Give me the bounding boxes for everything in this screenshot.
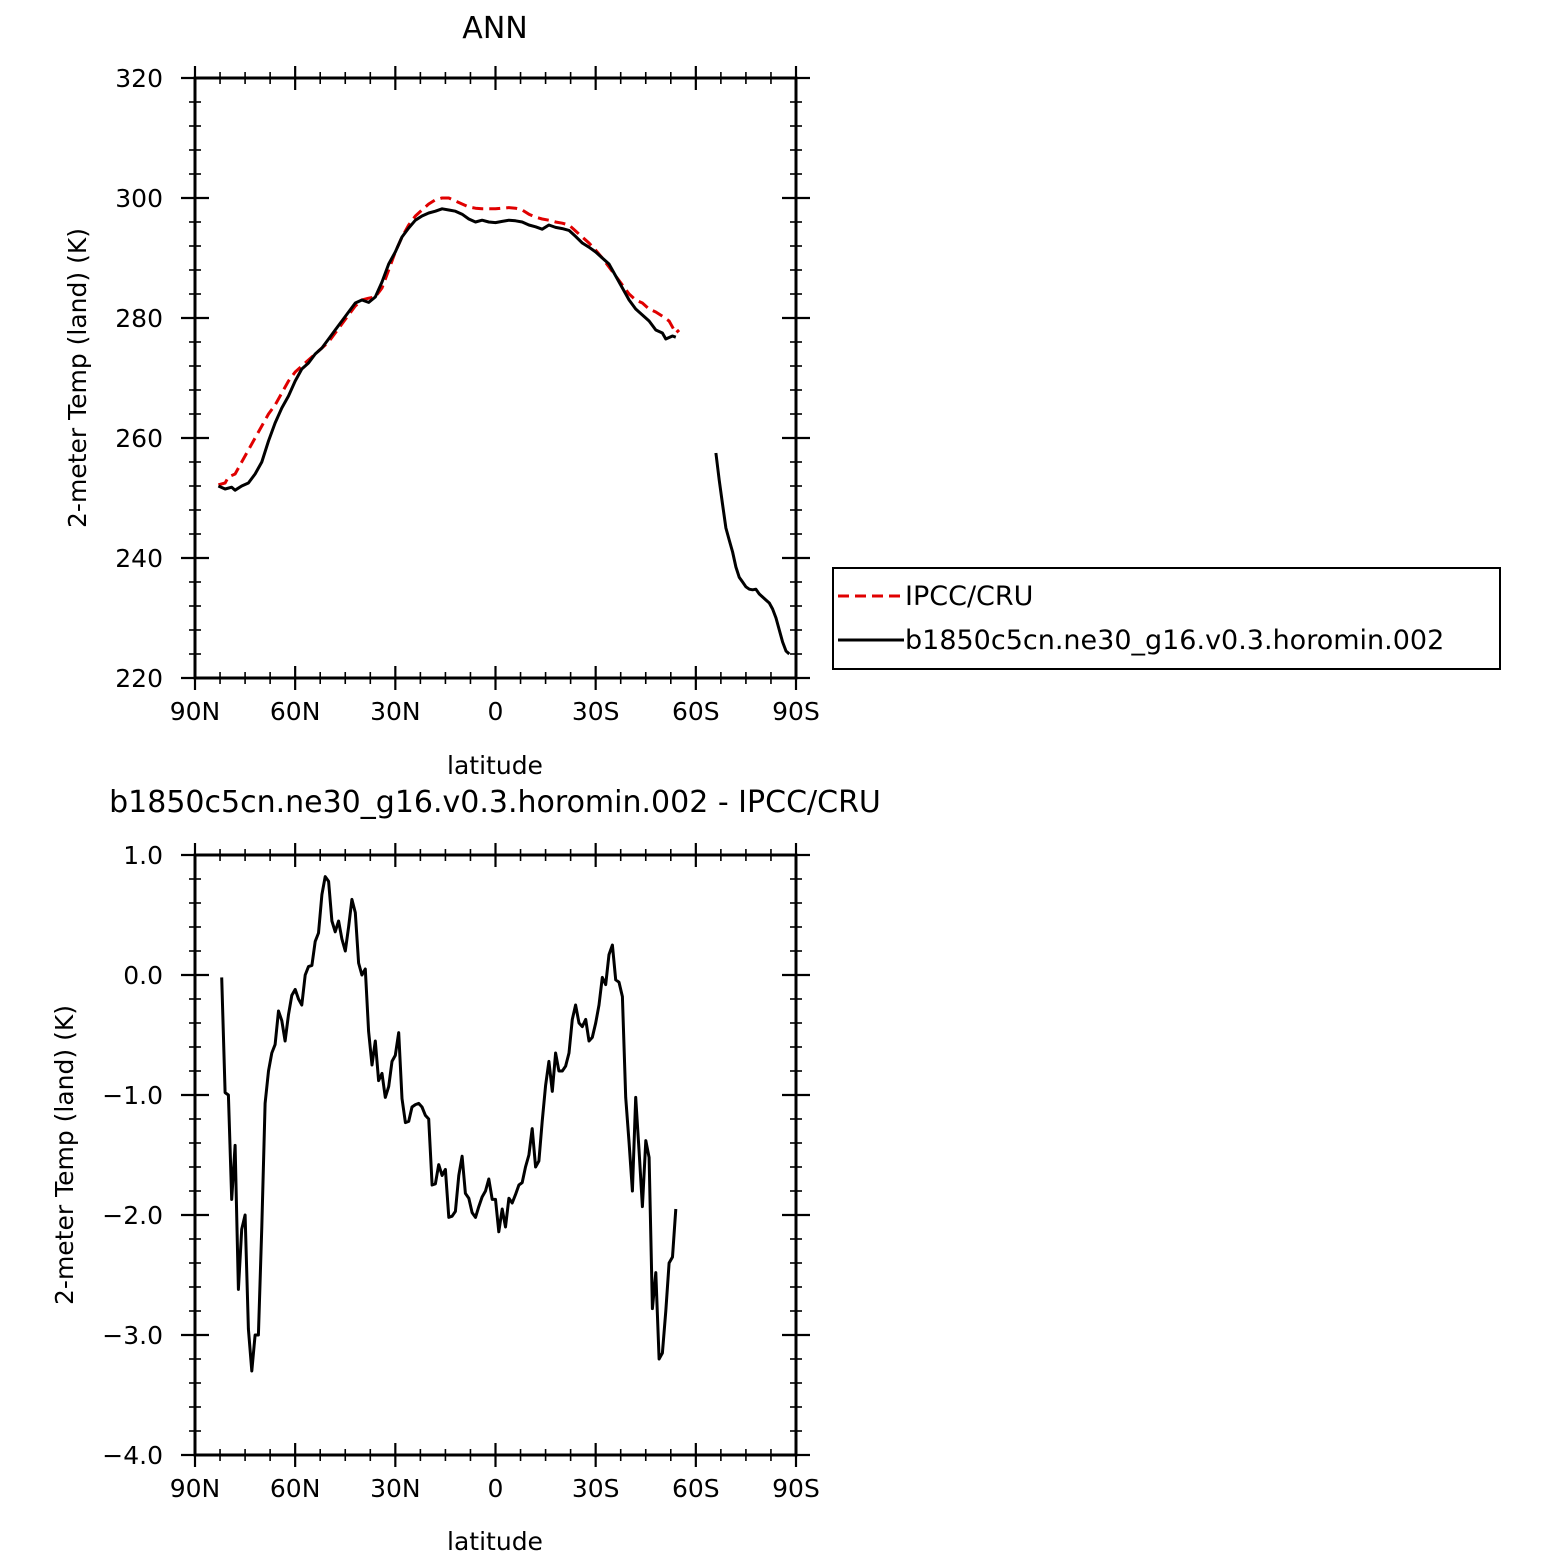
y-tick-label: −2.0	[102, 1201, 163, 1230]
top-y-axis-title: 2-meter Temp (land) (K)	[63, 228, 92, 528]
y-tick-label: 320	[115, 64, 163, 93]
y-tick-label: 1.0	[123, 841, 163, 870]
y-tick-label: 280	[115, 304, 163, 333]
top-panel-title: ANN	[462, 11, 527, 46]
x-tick-label: 90S	[772, 1474, 820, 1503]
x-tick-label: 30N	[370, 1474, 421, 1503]
y-tick-label: 0.0	[123, 961, 163, 990]
y-tick-label: −3.0	[102, 1321, 163, 1350]
x-tick-label: 30S	[572, 1474, 620, 1503]
y-tick-label: 300	[115, 184, 163, 213]
bottom-plot-frame	[193, 853, 798, 1457]
bottom-axis-ticks	[181, 843, 810, 1467]
bottom-x-axis-title: latitude	[447, 1527, 543, 1556]
x-tick-label: 30N	[370, 697, 421, 726]
x-tick-label: 90S	[772, 697, 820, 726]
bottom-y-axis-title: 2-meter Temp (land) (K)	[50, 1005, 79, 1305]
top-tick-labels: 90N 60N 30N 0 30S 60S 90S 220 240 260 280 300 320	[115, 64, 820, 726]
legend: IPCC/CRU b1850c5cn.ne30_g16.v0.3.horomin…	[832, 567, 1501, 670]
y-tick-label: −4.0	[102, 1441, 163, 1470]
x-tick-label: 90N	[170, 697, 221, 726]
top-panel: ANN 90N 60N 30N 0 30S 60S 90S 220 240 260 280 300 32…	[63, 11, 1501, 780]
x-tick-label: 60N	[270, 697, 321, 726]
x-tick-label: 60S	[672, 697, 720, 726]
x-tick-label: 0	[488, 697, 504, 726]
y-tick-label: 240	[115, 544, 163, 573]
x-tick-label: 60S	[672, 1474, 720, 1503]
top-series-1-segment-0	[217, 207, 677, 492]
y-tick-label: −1.0	[102, 1081, 163, 1110]
top-axis-ticks	[181, 66, 810, 690]
legend-label-ipcc-cru: IPCC/CRU	[905, 581, 1033, 612]
x-tick-label: 90N	[170, 1474, 221, 1503]
y-tick-label: 220	[115, 664, 163, 693]
top-series-group	[217, 196, 791, 656]
top-plot-frame	[193, 76, 798, 680]
x-tick-label: 30S	[572, 697, 620, 726]
bottom-series-0-segment-0	[220, 875, 678, 1373]
top-series-0-segment-0	[218, 196, 681, 487]
bottom-series-group	[220, 875, 678, 1373]
bottom-tick-labels: 90N 60N 30N 0 30S 60S 90S −4.0 −3.0 −2.0 −1.0 0.0 1.…	[102, 841, 820, 1503]
x-tick-label: 0	[488, 1474, 504, 1503]
y-tick-label: 260	[115, 424, 163, 453]
top-series-1-segment-1	[714, 452, 791, 656]
bottom-panel-title: b1850c5cn.ne30_g16.v0.3.horomin.002 - IP…	[109, 785, 881, 820]
top-x-axis-title: latitude	[447, 751, 543, 780]
legend-box	[832, 567, 1501, 670]
bottom-panel: b1850c5cn.ne30_g16.v0.3.horomin.002 - IP…	[50, 785, 881, 1556]
x-tick-label: 60N	[270, 1474, 321, 1503]
legend-label-model: b1850c5cn.ne30_g16.v0.3.horomin.002	[905, 625, 1444, 656]
